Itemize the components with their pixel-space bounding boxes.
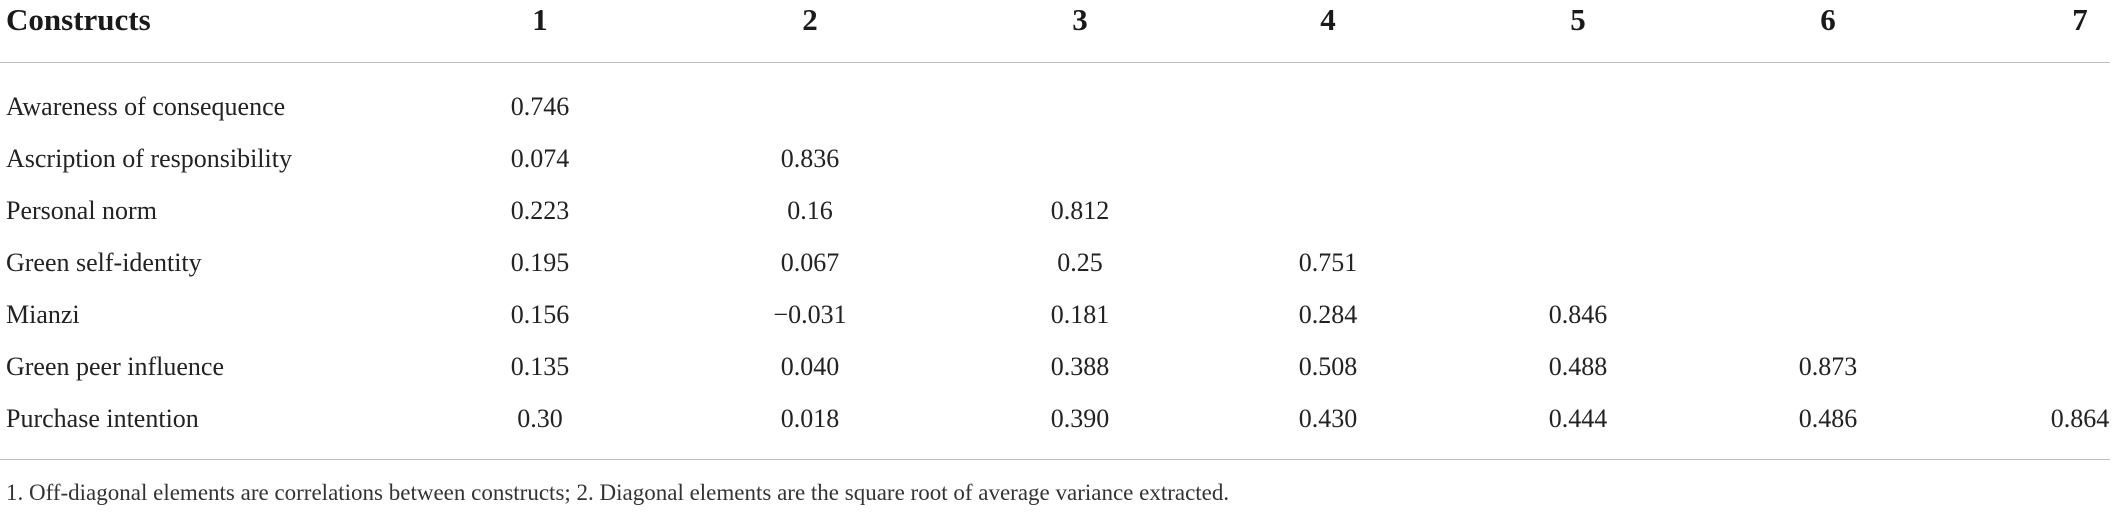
table-cell: 0.181 [1050,300,1110,329]
table-cell: 0.430 [1298,404,1358,433]
table-cell: 0.508 [1298,352,1358,381]
table-bottom-divider [0,459,2110,460]
header-col-2: 2 [802,2,818,37]
table-cell: 0.25 [1057,248,1103,277]
row-label: Personal norm [6,196,157,225]
table-cell: 0.812 [1050,196,1110,225]
table-cell: 0.444 [1548,404,1608,433]
header-col-4: 4 [1320,2,1336,37]
table-cell: 0.16 [787,196,833,225]
table-cell: 0.30 [517,404,563,433]
table-cell: 0.135 [510,352,570,381]
table-footnote: 1. Off-diagonal elements are correlation… [6,480,1230,505]
header-col-1: 1 [532,2,548,37]
table-cell: 0.873 [1798,352,1858,381]
header-col-7: 7 [2072,2,2088,37]
table-cell: 0.040 [780,352,840,381]
table-cell: 0.388 [1050,352,1110,381]
row-label: Purchase intention [6,404,199,433]
header-divider [0,62,2110,63]
table-cell: 0.284 [1298,300,1358,329]
row-label: Green peer influence [6,352,224,381]
table-cell: 0.746 [510,92,570,121]
table-cell: 0.067 [780,248,840,277]
table-cell: 0.390 [1050,404,1110,433]
row-label: Ascription of responsibility [6,144,292,173]
table-cell: 0.018 [780,404,840,433]
row-label: Mianzi [6,300,80,329]
table-cell: 0.864 [2050,404,2110,433]
table-cell: 0.074 [510,144,570,173]
table-cell: 0.156 [510,300,570,329]
table-cell: 0.488 [1548,352,1608,381]
header-constructs: Constructs [6,2,151,37]
header-col-5: 5 [1570,2,1586,37]
table-cell: −0.031 [773,300,847,329]
table-cell: 0.195 [510,248,570,277]
row-label: Awareness of consequence [6,92,286,121]
header-col-3: 3 [1072,2,1088,37]
table-cell: 0.486 [1798,404,1858,433]
table-cell: 0.846 [1548,300,1608,329]
table-cell: 0.223 [510,196,570,225]
header-col-6: 6 [1820,2,1836,37]
table-cell: 0.836 [780,144,840,173]
row-label: Green self-identity [6,248,202,277]
table-cell: 0.751 [1298,248,1358,277]
